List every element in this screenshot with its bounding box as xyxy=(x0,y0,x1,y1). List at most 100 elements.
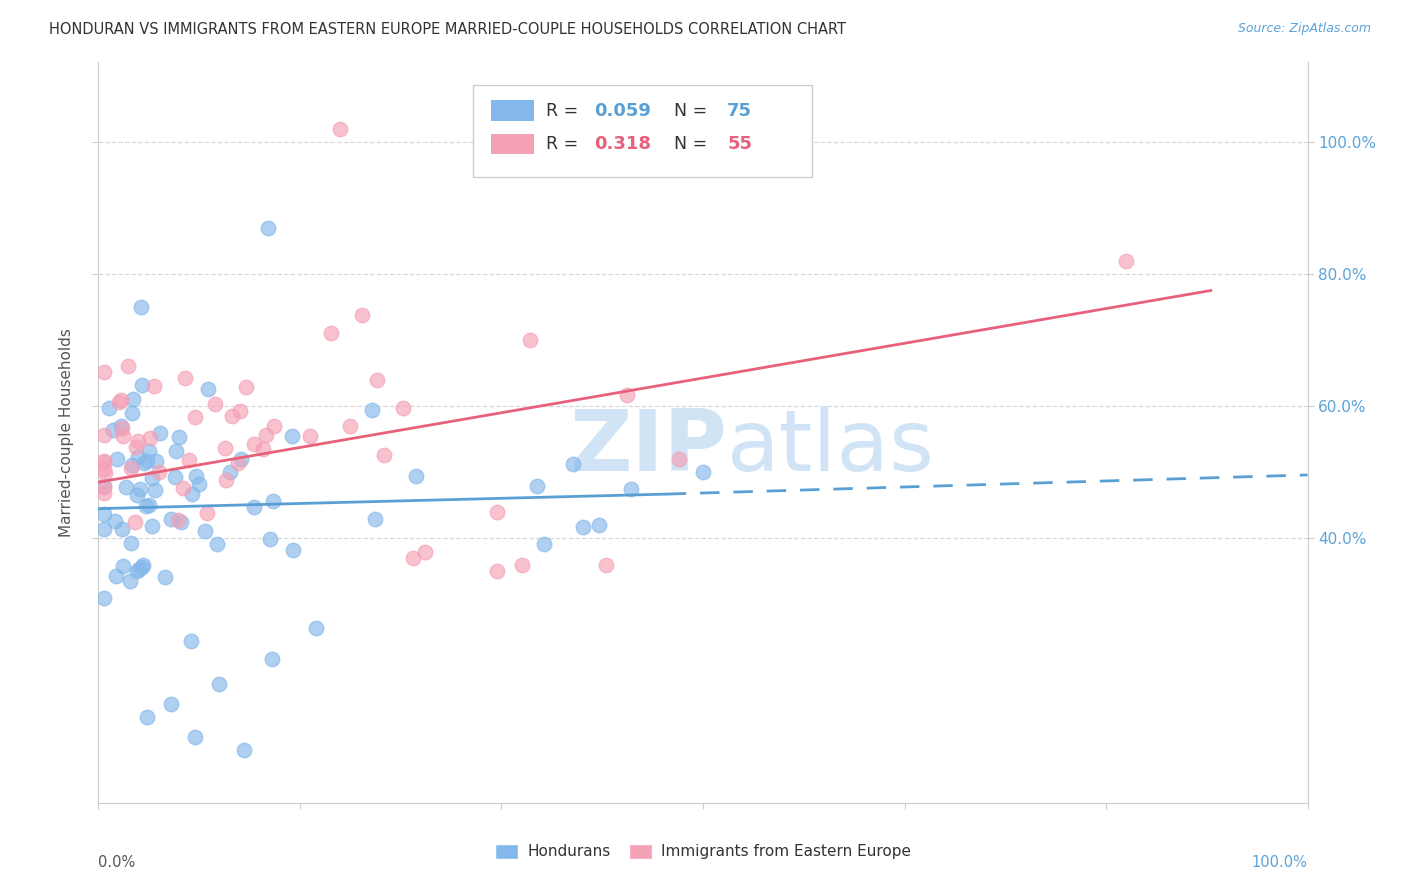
Point xyxy=(125,488,148,502)
Point xyxy=(148,465,170,479)
Point xyxy=(129,300,152,314)
Text: 0.318: 0.318 xyxy=(595,135,651,153)
Point xyxy=(138,443,160,458)
Point xyxy=(510,558,533,572)
Point xyxy=(486,565,509,579)
Point xyxy=(562,457,585,471)
Point xyxy=(127,434,149,449)
Point xyxy=(160,512,183,526)
Point xyxy=(256,220,278,235)
Point xyxy=(243,437,266,451)
Point xyxy=(350,309,373,323)
Point xyxy=(339,418,361,433)
Point xyxy=(121,458,143,472)
Text: 0.059: 0.059 xyxy=(595,102,651,120)
Point xyxy=(145,454,167,468)
Point xyxy=(329,121,352,136)
Point xyxy=(170,516,193,530)
Point xyxy=(167,513,190,527)
Point xyxy=(134,456,156,470)
Point xyxy=(180,487,202,501)
Point xyxy=(533,537,555,551)
Point xyxy=(108,395,131,409)
Point xyxy=(129,482,152,496)
Point xyxy=(184,730,207,744)
Point xyxy=(188,476,211,491)
Point xyxy=(172,481,194,495)
Text: R =: R = xyxy=(546,102,583,120)
Point xyxy=(486,505,509,519)
Point xyxy=(204,397,226,411)
Point xyxy=(128,562,150,576)
Bar xyxy=(492,100,534,121)
Point xyxy=(321,326,343,340)
Point xyxy=(167,430,190,444)
Point xyxy=(101,423,124,437)
Point xyxy=(174,370,197,384)
Point xyxy=(262,494,284,508)
Point xyxy=(402,551,425,566)
Point xyxy=(263,418,285,433)
Point xyxy=(135,710,157,724)
Point xyxy=(243,500,266,514)
Point xyxy=(127,564,149,578)
Point xyxy=(93,461,115,475)
Point xyxy=(366,373,388,387)
Point xyxy=(134,499,156,513)
Point xyxy=(160,697,183,711)
Point xyxy=(364,512,387,526)
Point xyxy=(208,677,231,691)
Point xyxy=(93,507,115,521)
Point xyxy=(298,428,321,442)
Point xyxy=(94,466,117,480)
Point xyxy=(131,560,153,574)
Text: N =: N = xyxy=(664,135,713,153)
Point xyxy=(413,544,436,558)
Legend: Hondurans, Immigrants from Eastern Europe: Hondurans, Immigrants from Eastern Europ… xyxy=(489,838,917,865)
Text: atlas: atlas xyxy=(727,406,935,489)
Point xyxy=(110,418,132,433)
Point xyxy=(281,542,304,557)
Point xyxy=(373,448,395,462)
Point xyxy=(195,506,218,520)
Point xyxy=(229,451,252,466)
Point xyxy=(205,537,228,551)
Point xyxy=(93,591,115,605)
Point xyxy=(165,444,187,458)
Text: 100.0%: 100.0% xyxy=(1251,855,1308,870)
Point xyxy=(180,634,202,648)
Point xyxy=(104,569,127,583)
Text: N =: N = xyxy=(664,102,713,120)
Point xyxy=(93,479,115,493)
Point xyxy=(93,480,115,494)
Point xyxy=(131,377,153,392)
Point xyxy=(136,454,159,468)
Text: HONDURAN VS IMMIGRANTS FROM EASTERN EUROPE MARRIED-COUPLE HOUSEHOLDS CORRELATION: HONDURAN VS IMMIGRANTS FROM EASTERN EURO… xyxy=(49,22,846,37)
Bar xyxy=(492,134,534,154)
Point xyxy=(97,401,120,415)
Text: Source: ZipAtlas.com: Source: ZipAtlas.com xyxy=(1237,22,1371,36)
Point xyxy=(125,440,148,454)
Point xyxy=(186,469,208,483)
Point xyxy=(93,486,115,500)
Point xyxy=(595,558,617,572)
Point xyxy=(141,519,163,533)
Text: R =: R = xyxy=(546,135,583,153)
Point xyxy=(280,429,302,443)
Point xyxy=(221,409,243,423)
Point xyxy=(215,473,238,487)
Point xyxy=(229,404,252,418)
Point xyxy=(138,431,160,445)
Point xyxy=(177,452,200,467)
Point xyxy=(112,558,135,573)
Point xyxy=(93,365,115,379)
Point xyxy=(262,652,284,666)
Point xyxy=(114,480,136,494)
Point xyxy=(194,524,217,539)
Point xyxy=(138,498,160,512)
Point xyxy=(519,333,541,347)
Point xyxy=(153,570,176,584)
Point xyxy=(1115,253,1137,268)
Point xyxy=(121,406,143,420)
Point xyxy=(107,451,129,466)
